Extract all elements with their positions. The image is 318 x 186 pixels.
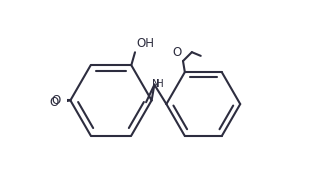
Text: O: O [172, 46, 182, 59]
Text: OH: OH [136, 36, 154, 49]
Text: O: O [50, 96, 59, 109]
Text: O: O [51, 94, 60, 107]
Text: N: N [152, 79, 160, 89]
Text: H: H [156, 79, 163, 89]
